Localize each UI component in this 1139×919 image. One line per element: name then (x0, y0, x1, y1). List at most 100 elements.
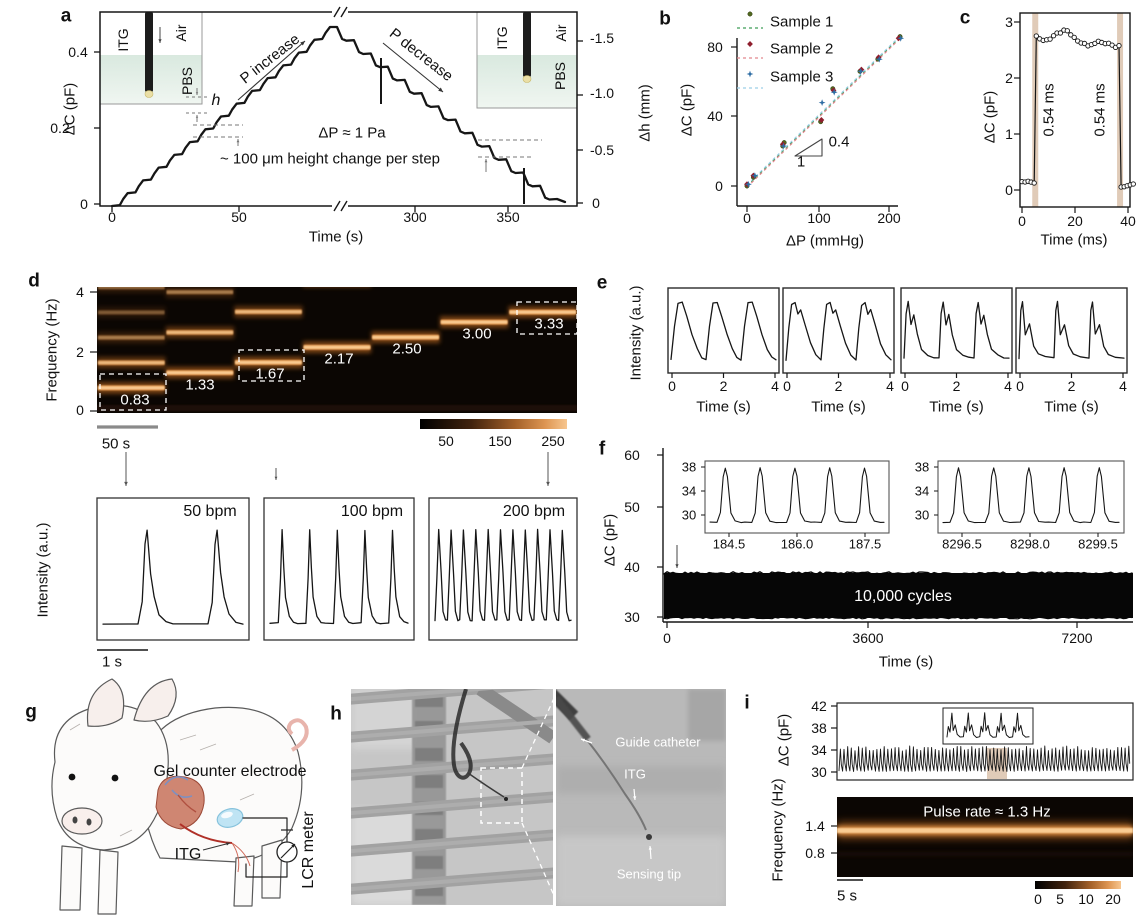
f-y-axis-label: ΔC (pF) (601, 513, 619, 567)
d-intensity-axis-label: Intensity (a.u.) (34, 522, 52, 618)
c-y-axis-label: ΔC (pF) (981, 90, 999, 144)
a-y2tick: -1.0 (589, 85, 615, 101)
d-frequency-label: 2.50 (392, 340, 422, 358)
a-ytick: 0.4 (68, 44, 88, 60)
f-xtick: 3600 (852, 630, 884, 646)
f-inset-xtick: 186.0 (780, 536, 814, 552)
b-ytick: 80 (707, 39, 723, 55)
d-ytick: 0 (76, 402, 84, 418)
f-inset-xtick: 8296.5 (942, 536, 982, 552)
f-inset-ytick: 34 (914, 483, 930, 499)
a-x-axis-label: Time (s) (308, 228, 364, 246)
e-xtick: 2 (719, 378, 728, 394)
d-ytick: 4 (76, 284, 84, 300)
i-ytick: 34 (811, 742, 827, 758)
b-slope-rise-label: 0.4 (828, 133, 850, 151)
a-y2-axis-label: Δh (mm) (636, 84, 654, 142)
a-ytick: 0.2 (50, 120, 70, 136)
e-xtick: 4 (1119, 378, 1127, 394)
e-xtick: 2 (1067, 378, 1076, 394)
f-xtick: 7200 (1061, 630, 1093, 646)
c-ytick: 3 (1005, 14, 1013, 30)
c-pulse-width-label-2: 0.54 ms (1091, 83, 1109, 137)
d-bpm-label: 50 bpm (183, 503, 237, 520)
panel-a-label: a (60, 5, 72, 27)
c-ytick: 2 (1005, 70, 1013, 86)
d-colorbar-tick: 150 (488, 433, 512, 449)
e-xtick: 2 (952, 378, 961, 394)
c-xtick: 20 (1067, 213, 1083, 229)
panel-i-label: i (744, 692, 750, 714)
a-ytick: 0 (80, 196, 88, 212)
i-ytick: 42 (811, 698, 827, 714)
e-xtick: 4 (1004, 378, 1012, 394)
g-electrode-label: Gel counter electrode (153, 763, 307, 780)
b-y-axis-label: ΔC (pF) (678, 83, 696, 137)
a-xtick: 300 (403, 209, 427, 225)
b-x-axis-label: ΔP (mmHg) (785, 232, 865, 250)
i-colorbar-tick: 10 (1078, 891, 1094, 907)
f-ytick: 40 (624, 559, 640, 575)
i-pulse-rate-annotation: Pulse rate ≈ 1.3 Hz (923, 803, 1051, 821)
e-x-axis-label: Time (s) (811, 398, 866, 416)
f-ytick: 50 (624, 499, 640, 515)
f-inset-ytick: 30 (681, 507, 697, 523)
e-x-axis-label: Time (s) (1044, 398, 1099, 416)
f-inset-ytick: 38 (681, 459, 697, 475)
d-colorbar-tick: 250 (541, 433, 565, 449)
f-inset-ytick: 30 (914, 507, 930, 523)
b-xtick: 100 (807, 210, 831, 226)
b-slope-run-label: 1 (796, 153, 806, 171)
f-ytick: 60 (624, 447, 640, 463)
i-y-axis-label: ΔC (pF) (775, 713, 793, 767)
a-inset2-air-label: Air (553, 24, 569, 42)
d-frequency-label: 2.17 (324, 350, 354, 368)
b-xtick: 0 (743, 210, 751, 226)
d-ytick: 2 (76, 344, 84, 360)
a-y2tick: -1.5 (589, 30, 615, 46)
e-x-axis-label: Time (s) (929, 398, 984, 416)
a-annotation-step: ~ 100 μm height change per step (219, 150, 441, 168)
i-frequency-axis-label: Frequency (Hz) (769, 778, 787, 882)
d-frequency-label: 1.67 (255, 365, 285, 383)
d-bpm-label: 100 bpm (340, 503, 404, 520)
i-colorbar-tick: 20 (1105, 891, 1121, 907)
f-ytick: 30 (624, 609, 640, 625)
f-x-axis-label: Time (s) (878, 653, 934, 671)
a-xtick: 50 (231, 209, 247, 225)
a-y2tick: 0 (592, 195, 600, 211)
a-annotation-h: h (211, 92, 221, 109)
e-xtick: 0 (783, 378, 791, 394)
e-y-axis-label: Intensity (a.u.) (627, 285, 645, 381)
f-xtick: 0 (663, 630, 671, 646)
panel-g-label: g (25, 701, 37, 723)
h-guide-catheter-label: Guide catheter (615, 734, 701, 750)
g-itg-label: ITG (174, 846, 202, 863)
panel-b-label: b (659, 8, 671, 30)
f-inset-ytick: 38 (914, 459, 930, 475)
e-xtick: 0 (668, 378, 676, 394)
i-freq-tick: 1.4 (805, 818, 825, 834)
i-freq-tick: 0.8 (805, 845, 825, 861)
f-inset-xtick: 8298.0 (1010, 536, 1050, 552)
h-itg-label: ITG (624, 766, 646, 782)
i-ytick: 30 (811, 764, 827, 780)
e-xtick: 2 (834, 378, 843, 394)
h-sensing-tip-label: Sensing tip (616, 866, 682, 882)
a-inset2-itg-label: ITG (494, 26, 510, 50)
c-ytick: 0 (1005, 182, 1013, 198)
d-frequency-label: 3.33 (534, 315, 564, 333)
c-pulse-width-label-1: 0.54 ms (1040, 83, 1058, 137)
panel-h-label: h (330, 703, 342, 725)
a-inset1-air-label: Air (173, 24, 189, 42)
a-xtick: 0 (108, 209, 116, 225)
i-colorbar-tick: 5 (1056, 891, 1064, 907)
d-colorbar-tick: 50 (438, 433, 454, 449)
panel-c-label: c (959, 7, 971, 29)
b-xtick: 200 (877, 210, 901, 226)
d-frequency-label: 3.00 (462, 325, 492, 343)
f-inset-xtick: 187.5 (848, 536, 882, 552)
f-inset-ytick: 34 (681, 483, 697, 499)
b-ytick: 0 (715, 178, 723, 194)
